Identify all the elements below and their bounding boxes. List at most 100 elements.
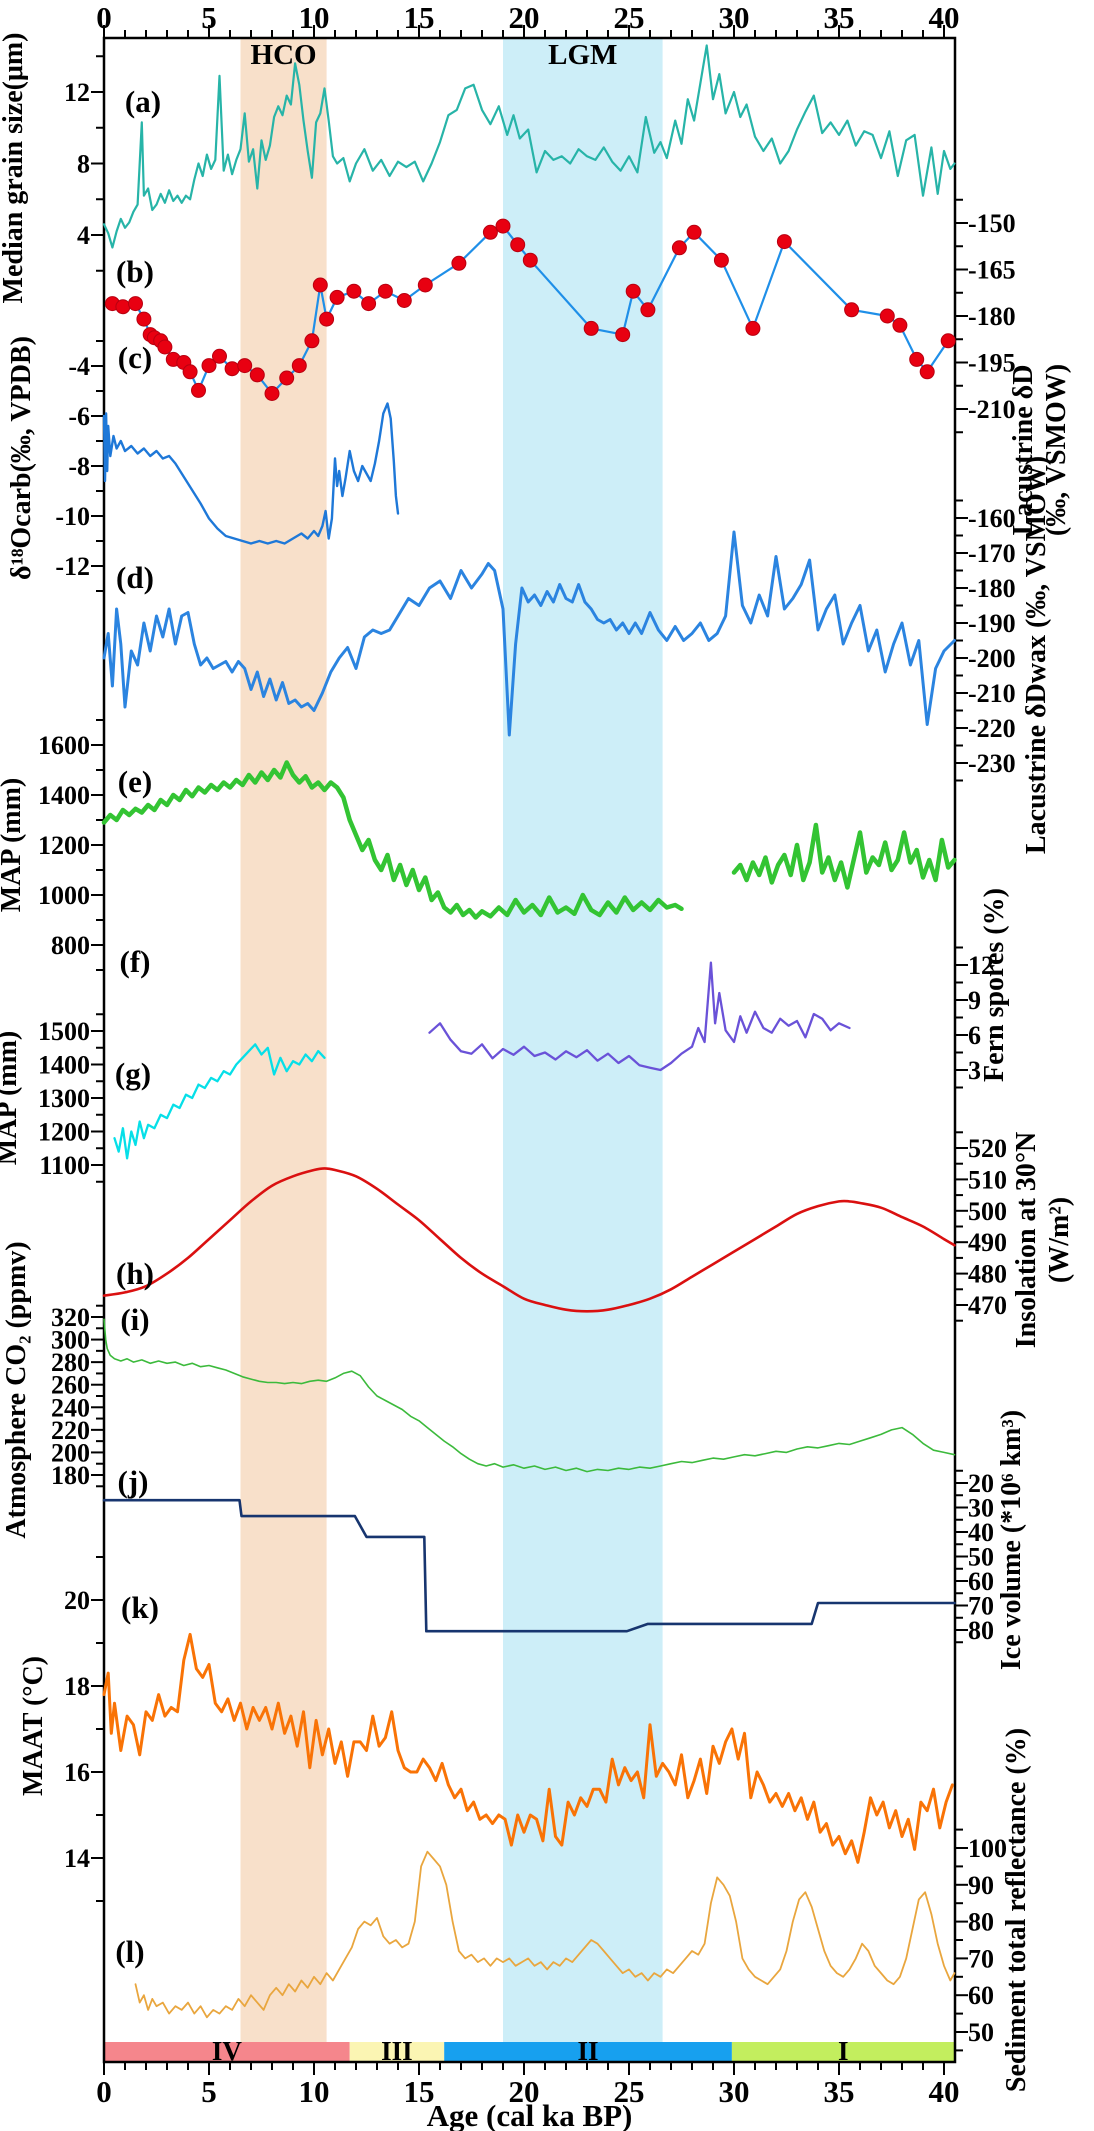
marker-b [329,289,345,305]
x-tick-label-bottom: 20 [509,2074,540,2109]
marker-b [482,224,498,240]
y-tick-label-l: 100 [968,1834,1007,1863]
y-tick-label-l: 70 [968,1944,994,1973]
y-axis-title-g: MAP (mm) [0,1031,23,1166]
band-label-hco: HCO [251,39,317,71]
y-tick-label-e: 800 [51,931,90,960]
marker-b [115,299,131,315]
y-tick-label-g: 1100 [39,1151,90,1180]
series-k [102,1632,954,1864]
marker-b [919,364,935,380]
zone-II [444,2042,732,2062]
marker-b [417,277,433,293]
y-axis-title-h: Insolation at 30°N [1011,1132,1042,1349]
y-tick-label-h: 470 [968,1291,1007,1320]
y-tick-label-e: 1600 [38,731,90,760]
marker-b [224,361,240,377]
marker-b [625,283,641,299]
y-tick-label-a: 8 [77,150,90,179]
y-tick-label-j: 50 [968,1543,994,1572]
y-tick-label-d: -220 [968,714,1016,743]
x-tick-label-bottom: 15 [404,2074,435,2109]
y-tick-label-d: -190 [968,609,1016,638]
y-tick-label-c: -4 [68,352,90,381]
marker-b [377,283,393,299]
x-tick-label-bottom: 10 [299,2074,330,2109]
y-axis-title-d: Lacustrine δDwax (‰, VSMOW) [1021,456,1052,854]
y-tick-label-c: -8 [68,452,90,481]
y-tick-label-d: -200 [968,644,1016,673]
y-tick-label-j: 60 [968,1567,994,1596]
marker-b [583,320,599,336]
y-tick-label-b: -210 [968,395,1016,424]
y-tick-label-i: 280 [51,1348,90,1377]
y-tick-label-j: 70 [968,1592,994,1621]
marker-b [279,370,295,386]
x-tick-label-top: 5 [201,0,217,35]
y-tick-label-h: 510 [968,1165,1007,1194]
x-tick-label-top: 35 [824,0,855,35]
marker-b [940,333,956,349]
marker-b [201,358,217,374]
y-tick-label-e: 1000 [38,881,90,910]
x-tick-label-top: 30 [719,0,750,35]
y-tick-label-g: 1200 [38,1118,90,1147]
y-tick-label-f: 9 [968,986,981,1015]
y-tick-label-d: -160 [968,504,1016,533]
x-tick-label-top: 25 [614,0,645,35]
y-tick-label-h: 490 [968,1228,1007,1257]
marker-b [396,293,412,308]
x-tick-label-bottom: 25 [614,2074,645,2109]
marker-b [182,364,198,380]
panel-label-f: (f) [120,944,151,979]
y-axis-title-e: MAP (mm) [0,778,27,913]
marker-b [451,255,467,271]
marker-b [776,234,792,250]
zone-IV [104,2042,350,2062]
series-a [102,44,956,249]
x-tick-label-bottom: 30 [719,2074,750,2109]
x-tick-label-bottom: 40 [929,2074,960,2109]
y-tick-label-h: 520 [968,1134,1007,1163]
x-tick-label-top: 15 [404,0,435,35]
y-tick-label-f: 3 [968,1056,981,1085]
x-tick-label-top: 40 [929,0,960,35]
y-axis-title-l: Sediment total reflectance (%) [1001,1728,1032,2092]
y-tick-label-l: 80 [968,1908,994,1937]
marker-b [361,296,377,312]
y-tick-label-e: 1200 [38,831,90,860]
marker-b [686,224,702,240]
y-tick-label-d: -210 [968,679,1016,708]
y-axis-title-b: (‰, VSMOW) [1041,364,1072,536]
marker-b [128,296,143,312]
y-tick-label-a: 12 [64,78,90,107]
marker-b [264,386,280,401]
panel-label-j: (j) [118,1464,149,1499]
y-tick-label-i: 220 [51,1416,90,1445]
panel-label-a: (a) [125,84,161,119]
y-tick-label-j: 20 [968,1469,994,1498]
marker-b [291,358,307,374]
y-tick-label-i: 300 [51,1326,90,1355]
panel-label-h: (h) [116,1256,154,1291]
y-tick-label-c: -10 [55,502,90,531]
y-axis-title-a: Median grain size(μm) [0,33,29,304]
marker-b [892,317,908,333]
y-tick-label-b: -195 [968,349,1016,378]
panel-k: 20 18 16 14 MAAT (°C) (k) [18,1556,954,1902]
marker-b [136,311,152,327]
zone-III [349,2042,445,2062]
series-c [102,402,400,545]
y-tick-label-l: 60 [968,1981,994,2010]
y-tick-label-k: 14 [64,1844,90,1873]
marker-b [312,277,328,293]
y-tick-label-h: 480 [968,1260,1007,1289]
y-tick-label-l: 50 [968,2018,994,2047]
y-axis-title-b: Lacustrine δD [1008,365,1039,536]
panel-label-k: (k) [121,1590,159,1625]
y-tick-label-a: 4 [77,221,90,250]
x-tick-label-top: 0 [96,0,112,35]
marker-b [844,302,860,318]
